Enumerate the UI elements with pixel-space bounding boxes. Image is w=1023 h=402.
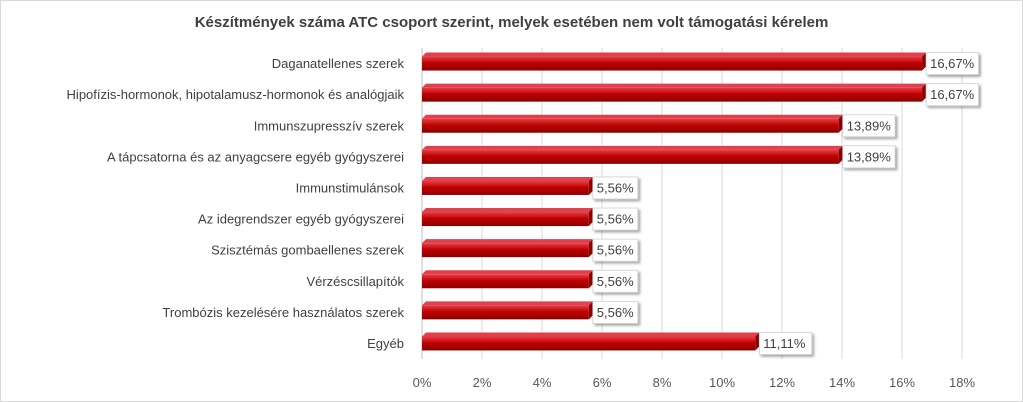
data-label-text: 13,89% <box>847 118 892 133</box>
data-label-box <box>592 207 639 231</box>
data-labels: 16,67% 16,67% 13,89% 13,89% 5,56% 5,56% 5,56% 5… <box>592 52 979 355</box>
data-label: 16,67% <box>925 52 979 75</box>
category-label: Hipofízis-hormonok, hipotalamusz-hormono… <box>67 87 405 102</box>
bar <box>422 83 927 102</box>
bar-end-face <box>588 239 593 258</box>
bar-end-face <box>588 270 593 289</box>
data-label-box <box>592 269 639 293</box>
data-label: 13,89% <box>842 145 896 169</box>
x-tick-label: 10% <box>709 375 735 390</box>
bar-front-face <box>422 180 589 195</box>
category-label: Immunszupresszív szerek <box>254 118 405 133</box>
data-label: 5,56% <box>592 269 639 293</box>
data-label-box <box>925 52 979 75</box>
bar-end-face <box>588 301 593 320</box>
category-label: Vérzéscsillapítók <box>306 274 404 289</box>
x-tick-label: 6% <box>593 375 612 390</box>
category-labels: Daganatellenes szerek Hipofízis-hormonok,… <box>67 56 405 351</box>
data-label-box <box>592 238 639 262</box>
bar-end-face <box>922 52 927 71</box>
x-tick-label: 0% <box>413 375 432 390</box>
x-tick-label: 12% <box>769 375 795 390</box>
bar <box>422 208 593 227</box>
bar-top-face <box>422 332 760 337</box>
x-tick-label: 14% <box>829 375 855 390</box>
data-label: 5,56% <box>592 238 639 262</box>
chart-title: Készítmények száma ATC csoport szerint, … <box>194 14 829 31</box>
bar-top-face <box>422 270 593 275</box>
bar-end-face <box>588 208 593 227</box>
x-tick-label: 16% <box>889 375 915 390</box>
data-label-box <box>592 176 639 200</box>
bar <box>422 239 593 258</box>
x-axis-tick-labels: 0% 2% 4% 6% 8% 10% 12% 14% 16% 18% <box>413 375 976 390</box>
bar <box>422 176 593 195</box>
category-label: Az idegrendszer egyéb gyógyszerei <box>198 212 404 227</box>
data-label-text: 13,89% <box>847 149 892 164</box>
data-label-box <box>842 145 896 169</box>
bar-end-face <box>588 176 593 195</box>
x-tick-label: 8% <box>653 375 672 390</box>
bar-top-face <box>422 239 593 244</box>
bar <box>422 114 843 133</box>
bar <box>422 145 843 164</box>
data-label-text: 5,56% <box>597 180 634 195</box>
data-label-text: 16,67% <box>930 56 975 71</box>
category-label: Trombózis kezelésére használatos szerek <box>162 305 404 320</box>
data-label: 16,67% <box>925 83 979 107</box>
bar-top-face <box>422 52 927 57</box>
bar-front-face <box>422 212 589 227</box>
category-label: A tápcsatorna és az anyagcsere egyéb gyó… <box>107 149 404 164</box>
data-label-text: 5,56% <box>597 305 634 320</box>
bar-top-face <box>422 176 593 181</box>
category-label: Immunstimulánsok <box>296 180 405 195</box>
bar <box>422 332 760 351</box>
bar-front-face <box>422 336 756 351</box>
x-tick-label: 4% <box>533 375 552 390</box>
bar-front-face <box>422 243 589 258</box>
bar-front-face <box>422 305 589 320</box>
data-label: 5,56% <box>592 300 639 324</box>
x-tick-label: 18% <box>949 375 975 390</box>
bar-front-face <box>422 118 839 133</box>
data-label-box <box>592 300 639 324</box>
bar-front-face <box>422 149 839 164</box>
data-label-text: 5,56% <box>597 274 634 289</box>
bars <box>422 52 927 351</box>
category-label: Szisztémás gombaellenes szerek <box>211 243 404 258</box>
bar-top-face <box>422 83 927 88</box>
data-label: 5,56% <box>592 207 639 231</box>
bar <box>422 270 593 289</box>
data-label-box <box>925 83 979 107</box>
data-label: 5,56% <box>592 176 639 200</box>
bar-top-face <box>422 208 593 213</box>
data-label-text: 5,56% <box>597 212 634 227</box>
data-label: 13,89% <box>842 114 896 138</box>
bar-front-face <box>422 56 923 71</box>
x-tick-label: 2% <box>473 375 492 390</box>
bar <box>422 301 593 320</box>
bar-end-face <box>922 83 927 102</box>
bar-end-face <box>838 114 843 133</box>
data-label-text: 5,56% <box>597 243 634 258</box>
bar-top-face <box>422 301 593 306</box>
data-label-text: 16,67% <box>930 87 975 102</box>
bar-end-face <box>838 145 843 164</box>
data-label: 11,11% <box>758 332 813 355</box>
data-label-text: 11,11% <box>763 336 806 351</box>
bar-end-face <box>755 332 760 351</box>
category-label: Daganatellenes szerek <box>272 56 405 71</box>
bar-top-face <box>422 114 843 119</box>
data-label-box <box>842 114 896 138</box>
bar-front-face <box>422 274 589 289</box>
category-label: Egyéb <box>367 336 404 351</box>
bar-top-face <box>422 145 843 150</box>
bar <box>422 52 927 71</box>
data-label-box <box>758 332 813 355</box>
bar-front-face <box>422 87 923 102</box>
